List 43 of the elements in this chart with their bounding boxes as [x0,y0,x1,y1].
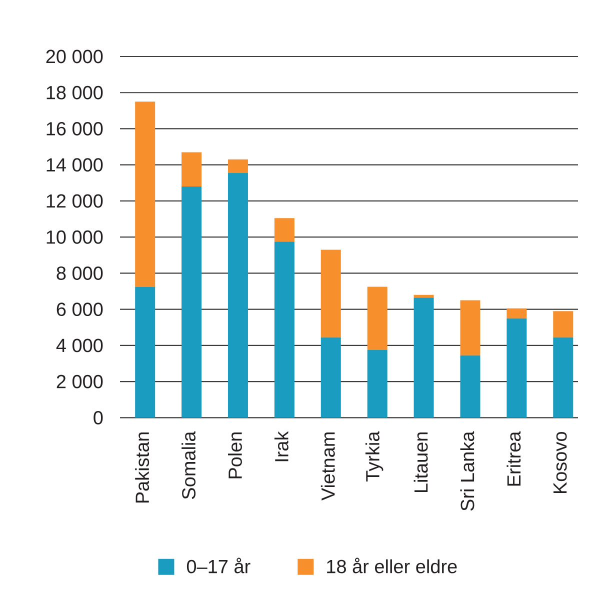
bar [460,300,480,356]
y-tick-label: 12 000 [46,194,103,208]
y-tick-label: 2 000 [56,374,103,388]
x-tick-label: Irak [274,431,288,462]
y-tick-label: 18 000 [46,86,103,100]
bar [182,186,202,418]
bar [320,250,341,338]
x-tick-label: Kosovo [554,432,567,494]
y-tick-label: 0 [94,410,103,424]
bar [553,311,574,338]
bar [320,337,341,418]
x-tick-label: Somalia [182,431,196,499]
x-tick-label: Pakistan [135,432,150,503]
bar [506,308,527,318]
bar [182,152,202,187]
bar [506,318,527,418]
x-tick-label: Tyrkia [365,431,384,482]
bar [135,286,156,418]
bar [228,159,248,173]
bar [135,102,156,287]
bar [367,350,388,418]
bar [460,355,480,418]
y-tick-label: 4 000 [56,338,103,352]
bar [414,294,434,298]
bar [553,337,574,418]
x-tick-label: Eritrea [506,431,521,486]
x-tick-label: Sri Lanka [460,431,474,511]
y-tick-label: 8 000 [56,266,103,280]
y-tick-label: 14 000 [46,158,103,172]
x-tick-label: Vietnam [320,432,335,500]
bar [274,242,294,418]
y-tick-label: 10 000 [46,230,103,244]
bar [274,218,294,242]
y-tick-label: 16 000 [46,122,103,136]
legend-label: 18 år eller eldre [327,558,457,574]
y-tick-label: 20 000 [46,50,103,64]
bar [228,172,248,418]
bar [367,286,388,350]
legend-label: 0–17 år [186,558,250,574]
x-tick-label: Polen [228,432,242,478]
bar [414,298,434,418]
y-tick-label: 6 000 [56,302,103,316]
x-tick-label: Litauen [414,432,428,492]
